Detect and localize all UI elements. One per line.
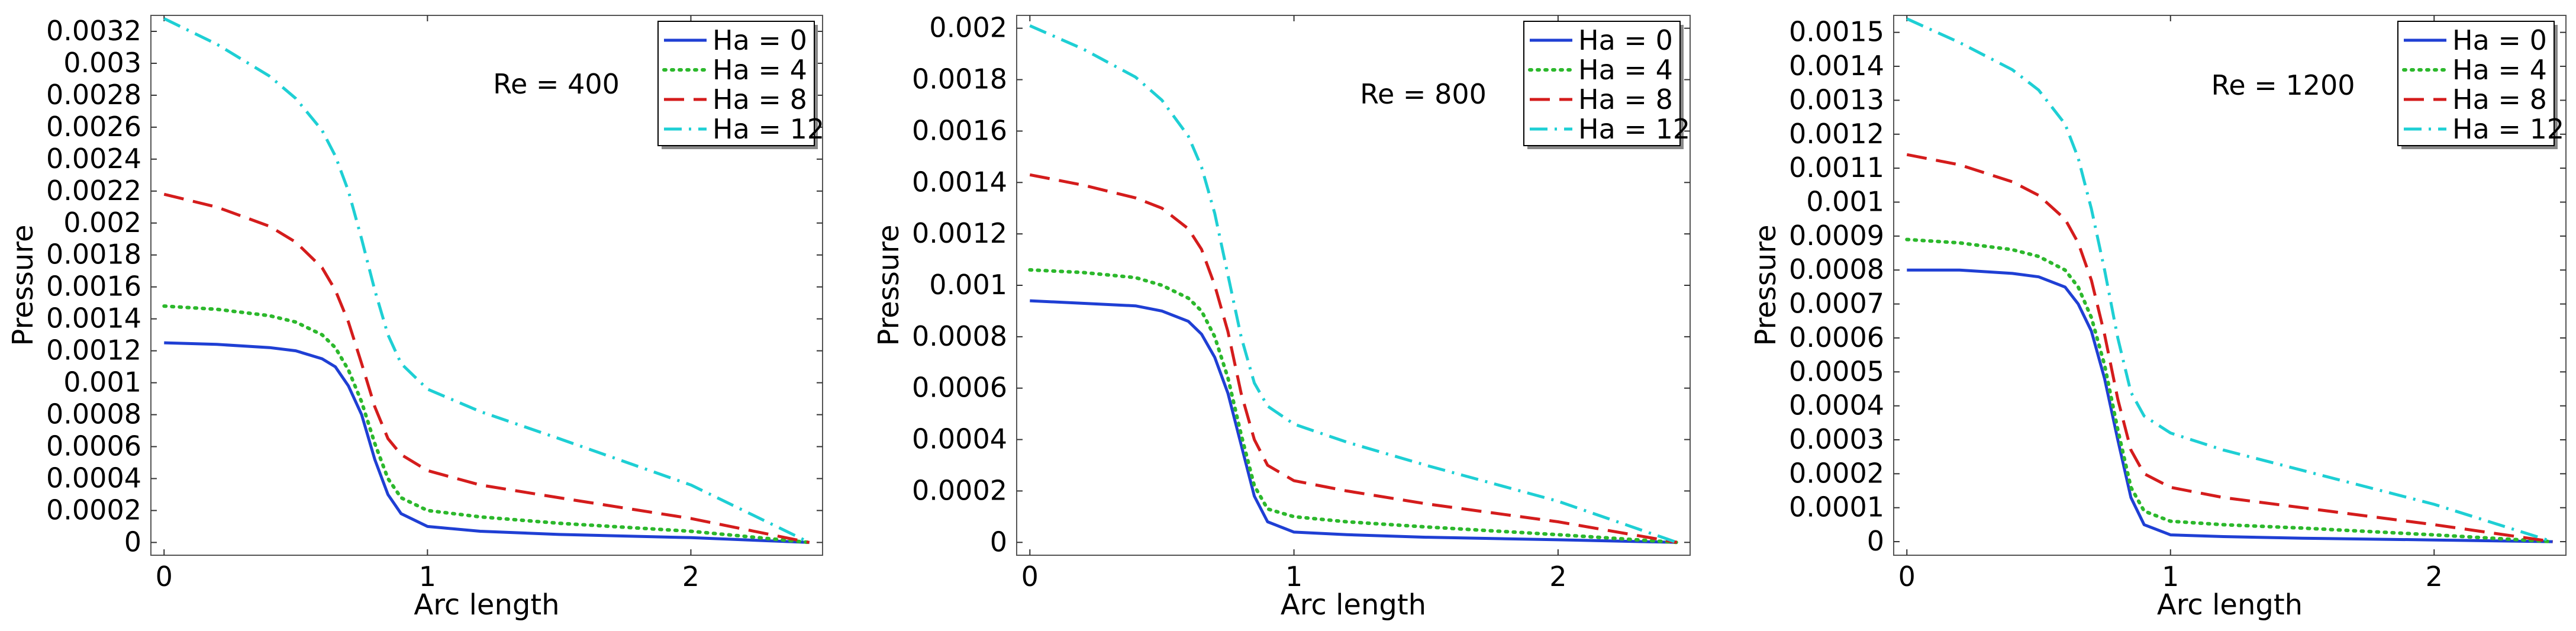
x-tick-label: 2 (2426, 561, 2443, 593)
annotation-label: Re = 800 (1360, 78, 1487, 110)
y-tick-label: 0.0014 (1789, 50, 1884, 82)
y-tick-label: 0.0024 (46, 143, 141, 175)
y-tick-label: 0.003 (63, 47, 141, 79)
series-line-ha0 (1030, 299, 1677, 544)
legend-label: Ha = 8 (1578, 83, 1673, 115)
x-axis-label: Arc length (414, 588, 559, 622)
y-tick-label: 0.0014 (912, 166, 1007, 198)
legend-box (1523, 21, 1681, 146)
legend-label: Ha = 0 (712, 24, 807, 56)
y-tick-label: 0.0013 (1789, 83, 1884, 115)
y-tick-label: 0.0028 (46, 79, 141, 111)
series-line-ha4 (1905, 237, 2555, 544)
y-tick-label: 0 (990, 526, 1007, 558)
y-tick-label: 0.0002 (912, 474, 1007, 506)
y-tick-label: 0.0011 (1789, 152, 1884, 183)
y-tick-label: 0.0008 (1789, 253, 1884, 285)
x-tick-label: 0 (1898, 561, 1916, 593)
series-line-ha8 (1029, 173, 1678, 544)
legend-label: Ha = 12 (1578, 113, 1690, 145)
y-tick-label: 0.0022 (46, 175, 141, 207)
y-tick-label: 0.0006 (1789, 321, 1884, 353)
y-axis-label: Pressure (872, 225, 905, 346)
x-tick-label: 1 (419, 561, 436, 593)
y-tick-label: 0.0016 (46, 271, 141, 302)
series-line-ha0 (1907, 268, 2553, 543)
chart-panel-2: 0 0.0002 0.0004 0.0006 0.0008 0.001 0.0012 0.00… (872, 12, 1691, 622)
y-tick-label: 0.0006 (46, 430, 141, 462)
y-tick-label: 0.0002 (46, 494, 141, 526)
x-axis-label: Arc length (2157, 588, 2303, 622)
y-tick-label: 0.002 (63, 207, 141, 239)
legend-label: Ha = 8 (2452, 83, 2547, 115)
y-tick-label: 0.0015 (1789, 16, 1884, 48)
series-line-ha12 (163, 17, 810, 544)
y-tick-label: 0.0004 (1789, 389, 1884, 421)
x-tick-label: 1 (2162, 561, 2179, 593)
legend-label: Ha = 12 (712, 113, 824, 145)
x-tick-label: 0 (156, 561, 173, 593)
y-axis-label: Pressure (7, 225, 40, 346)
chart-panel-3: 00.00010.00020.00030.00040.00050.00060.0… (1749, 15, 2567, 622)
y-tick-label: 0.001 (1806, 185, 1884, 217)
y-tick-label: 0.0032 (46, 15, 141, 47)
x-tick-label: 0 (1021, 561, 1039, 593)
legend-label: Ha = 12 (2452, 113, 2564, 145)
legend-label: Ha = 4 (2452, 54, 2547, 86)
legend-label: Ha = 0 (1578, 24, 1673, 56)
y-tick-label: 0.001 (63, 366, 141, 398)
y-axis-label: Pressure (1749, 225, 1782, 346)
legend-label: Ha = 8 (712, 83, 807, 115)
series-line-ha0 (164, 341, 810, 544)
series-line-ha4 (162, 304, 811, 545)
annotation-label: Re = 400 (493, 68, 620, 100)
y-tick-label: 0.0016 (912, 114, 1007, 146)
legend-box (657, 21, 815, 146)
series-line-ha8 (163, 192, 810, 544)
y-tick-label: 0.0007 (1789, 288, 1884, 320)
chart-panel-1: 00.00020.00040.00060.00080.0010.00120.00… (7, 15, 824, 622)
y-tick-label: 0.002 (929, 12, 1007, 44)
y-tick-label: 0.0009 (1789, 220, 1884, 252)
x-tick-label: 2 (1549, 561, 1566, 593)
legend-box (2397, 21, 2555, 146)
y-tick-label: 0.0012 (1789, 118, 1884, 150)
y-tick-label: 0.0018 (46, 239, 141, 271)
y-tick-label: 0.0014 (46, 302, 141, 334)
y-tick-label: 0.0018 (912, 63, 1007, 95)
y-tick-label: 0.001 (929, 269, 1007, 301)
y-tick-label: 0.0012 (912, 217, 1007, 249)
x-tick-label: 1 (1285, 561, 1302, 593)
annotation-label: Re = 1200 (2211, 69, 2355, 101)
y-tick-label: 0 (124, 526, 141, 558)
y-tick-label: 0.0002 (1789, 457, 1884, 489)
legend-label: Ha = 4 (712, 54, 807, 86)
y-tick-label: 0 (1867, 525, 1884, 557)
y-tick-label: 0.0003 (1789, 423, 1884, 455)
y-tick-label: 0.0005 (1789, 355, 1884, 387)
y-tick-label: 0.0008 (46, 398, 141, 430)
y-tick-label: 0.0006 (912, 372, 1007, 404)
x-axis-label: Arc length (1281, 588, 1426, 622)
series-line-ha8 (1906, 153, 2554, 543)
y-tick-label: 0.0008 (912, 320, 1007, 352)
y-tick-label: 0.0004 (912, 423, 1007, 455)
series-line-ha12 (1029, 24, 1678, 544)
x-tick-label: 2 (682, 561, 699, 593)
y-tick-label: 0.0001 (1789, 491, 1884, 523)
y-tick-label: 0.0012 (46, 334, 141, 366)
legend-label: Ha = 0 (2452, 24, 2547, 56)
y-tick-label: 0.0026 (46, 111, 141, 143)
series-line-ha12 (1906, 17, 2554, 543)
legend-label: Ha = 4 (1578, 54, 1673, 86)
y-tick-label: 0.0004 (46, 462, 141, 494)
